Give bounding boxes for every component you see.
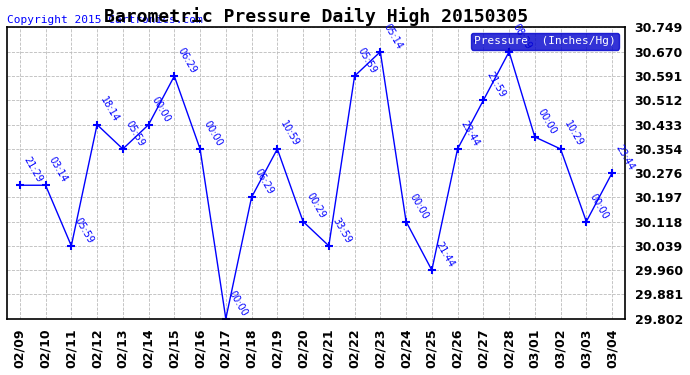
Title: Barometric Pressure Daily High 20150305: Barometric Pressure Daily High 20150305 xyxy=(104,7,528,26)
Text: 00:00: 00:00 xyxy=(227,289,250,318)
Text: 21:29: 21:29 xyxy=(21,155,43,184)
Text: 00:29: 00:29 xyxy=(304,192,327,220)
Text: 00:00: 00:00 xyxy=(407,192,430,220)
Text: 06:29: 06:29 xyxy=(253,167,275,196)
Text: 03:14: 03:14 xyxy=(47,155,70,184)
Text: 05:59: 05:59 xyxy=(72,216,95,245)
Text: 23:44: 23:44 xyxy=(459,119,482,148)
Text: 00:00: 00:00 xyxy=(150,95,172,124)
Text: 00:00: 00:00 xyxy=(536,107,559,136)
Text: 10:29: 10:29 xyxy=(562,119,584,148)
Text: Copyright 2015 Cartronics.com: Copyright 2015 Cartronics.com xyxy=(7,15,203,25)
Text: 05:14: 05:14 xyxy=(382,22,404,51)
Text: 08:29: 08:29 xyxy=(511,22,533,51)
Text: 23:44: 23:44 xyxy=(613,143,636,172)
Text: 00:00: 00:00 xyxy=(201,119,224,148)
Text: 06:29: 06:29 xyxy=(176,46,198,75)
Text: 05:59: 05:59 xyxy=(124,119,147,148)
Text: 10:59: 10:59 xyxy=(279,119,302,148)
Text: 21:44: 21:44 xyxy=(433,240,455,269)
Text: 33:59: 33:59 xyxy=(330,216,353,245)
Text: 21:59: 21:59 xyxy=(484,70,507,99)
Text: 00:00: 00:00 xyxy=(588,192,610,220)
Text: 05:59: 05:59 xyxy=(356,46,379,75)
Legend: Pressure  (Inches/Hg): Pressure (Inches/Hg) xyxy=(471,33,620,50)
Text: 18:14: 18:14 xyxy=(99,95,121,124)
